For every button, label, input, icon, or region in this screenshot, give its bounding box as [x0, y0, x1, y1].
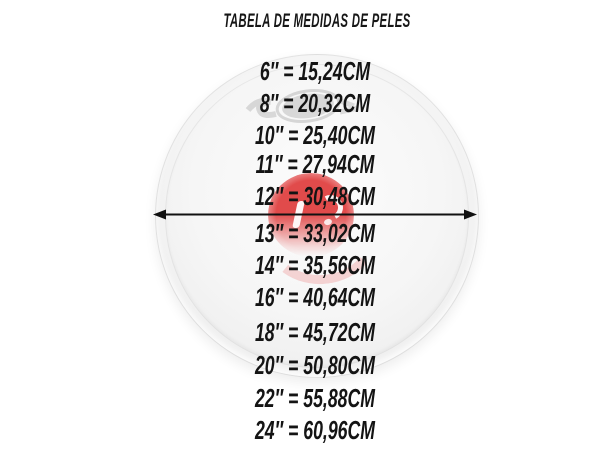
- table-row: 24″ = 60,96CM: [254, 415, 376, 445]
- table-row: 14″ = 35,56CM: [254, 250, 376, 280]
- watermark-logo-icon: [245, 89, 359, 123]
- table-row: 18″ = 45,72CM: [254, 317, 376, 347]
- table-row: 8″ = 20,32CM: [259, 88, 371, 118]
- table-row: 6″ = 15,24CM: [259, 56, 371, 86]
- table-row: 13″ = 33,02CM: [254, 218, 376, 248]
- table-row: 11″ = 27,94CM: [255, 149, 375, 179]
- table-row: 16″ = 40,64CM: [254, 282, 376, 312]
- table-row: 10″ = 25,40CM: [254, 120, 376, 150]
- page-title: TABELA DE MEDIDAS DE PELES: [223, 11, 411, 32]
- table-row: 20″ = 50,80CM: [254, 350, 376, 380]
- table-row: 12″ = 30,48CM: [254, 181, 376, 211]
- table-row: 22″ = 55,88CM: [254, 383, 376, 413]
